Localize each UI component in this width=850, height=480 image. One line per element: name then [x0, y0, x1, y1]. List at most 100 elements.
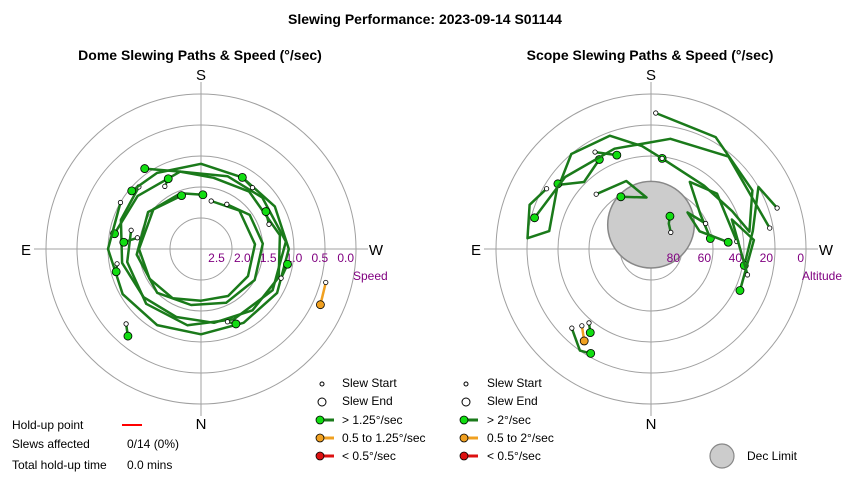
radial-tick-label: 40: [729, 251, 743, 265]
slew-path: [686, 211, 729, 244]
legend-fast-label: > 2°/sec: [487, 413, 531, 427]
slew-start-marker: [668, 229, 674, 235]
slew-start-marker: [123, 321, 129, 327]
slew-start-marker: [703, 220, 709, 227]
dome-dir-left: E: [21, 242, 31, 259]
slews-affected-value: 0/14 (0%): [127, 437, 179, 451]
slew-end-marker: [735, 286, 745, 295]
slew-end-marker: [127, 186, 137, 196]
slew-start-marker: [593, 191, 599, 197]
legend-start-label: Slew Start: [342, 376, 397, 390]
radial-tick-label: 2.0: [234, 251, 251, 265]
slew-end-marker: [586, 349, 596, 358]
slew-end-marker: [316, 300, 325, 310]
slew-start-marker: [266, 221, 272, 227]
dome-grid: [34, 82, 368, 416]
slew-start-marker: [767, 225, 773, 231]
scope-radial-axis-name: Altitude: [802, 269, 842, 283]
scope-dir-bottom: N: [646, 416, 657, 433]
holdup-point-label: Hold-up point: [12, 418, 84, 432]
slew-end-marker: [261, 207, 271, 216]
slew-path: [655, 111, 754, 233]
legend-medium-marker: [459, 433, 469, 443]
radial-tick-label: 0: [797, 251, 804, 265]
slew-end-marker: [111, 267, 121, 277]
total-holdup-label: Total hold-up time: [12, 458, 107, 472]
slew-path: [558, 134, 663, 187]
dome-radial-ticks: 2.5 2.0 1.5 1.0 0.5 0.0: [208, 251, 354, 265]
scope-polar-chart: Scope Slewing Paths & Speed (°/sec) S N …: [471, 47, 842, 433]
legend-end-label: Slew End: [487, 394, 538, 408]
slew-start-marker: [659, 155, 665, 162]
legend-end-label: Slew End: [342, 394, 393, 408]
legend-start-marker: [463, 381, 469, 387]
slew-path: [730, 218, 756, 291]
slew-end-marker: [616, 192, 626, 202]
radial-tick-label: 60: [698, 251, 712, 265]
slew-end-marker: [119, 237, 129, 247]
slew-path: [135, 194, 265, 307]
slew-end-marker: [231, 319, 241, 329]
radial-tick-label: 0.0: [337, 251, 354, 265]
legend-start-marker: [319, 381, 325, 387]
slew-start-marker: [117, 199, 124, 206]
dome-slew-paths: [106, 162, 329, 341]
legend-medium-marker: [315, 433, 325, 443]
slew-path: [113, 170, 288, 327]
slew-start-marker: [569, 325, 575, 331]
legend-slow-marker: [315, 451, 325, 461]
slew-end-marker: [237, 173, 247, 182]
slew-start-marker: [592, 149, 598, 155]
dome-radial-axis-name: Speed: [353, 269, 388, 283]
slew-end-marker: [163, 174, 173, 184]
slew-start-marker: [114, 261, 120, 267]
dome-legend: Slew Start Slew End > 1.25°/sec 0.5 to 1…: [315, 376, 426, 463]
slew-end-marker: [140, 164, 150, 173]
legend-medium-label: 0.5 to 2°/sec: [487, 431, 554, 445]
slew-end-marker: [530, 213, 539, 223]
slew-path: [688, 180, 738, 242]
legend-slow-marker: [459, 451, 469, 461]
slew-start-marker: [128, 227, 134, 233]
slew-start-marker: [744, 272, 751, 278]
slews-affected-label: Slews affected: [12, 437, 90, 451]
slew-start-marker: [134, 235, 140, 241]
legend-fast-label: > 1.25°/sec: [342, 413, 403, 427]
dome-polar-chart: Dome Slewing Paths & Speed (°/sec) S N E…: [21, 47, 388, 433]
slew-end-marker: [585, 328, 595, 337]
slew-start-marker: [774, 205, 780, 211]
dome-dir-top: S: [196, 67, 206, 84]
legend-fast-marker: [459, 415, 469, 425]
radial-tick-label: 0.5: [311, 251, 328, 265]
legend-fast-marker: [315, 415, 325, 425]
legend-medium-label: 0.5 to 1.25°/sec: [342, 431, 426, 445]
legend-start-label: Slew Start: [487, 376, 542, 390]
slew-start-marker: [208, 198, 214, 204]
slew-end-marker: [177, 191, 186, 200]
scope-radial-ticks: 80 60 40 20 0: [667, 251, 805, 265]
slew-path: [743, 185, 779, 266]
slew-end-marker: [612, 150, 622, 160]
dome-chart-title: Dome Slewing Paths & Speed (°/sec): [78, 47, 322, 63]
slew-path: [533, 137, 771, 229]
dome-dir-right: W: [369, 242, 384, 259]
slew-start-marker: [249, 185, 256, 191]
legend-dec-limit-marker: [709, 443, 735, 469]
slew-end-marker: [665, 211, 675, 221]
radial-tick-label: 80: [667, 251, 681, 265]
slew-path: [595, 179, 648, 199]
legend-end-marker: [461, 397, 471, 407]
slew-start-marker: [224, 201, 230, 207]
radial-tick-label: 1.5: [260, 251, 277, 265]
slew-end-marker: [123, 331, 133, 341]
radial-tick-label: 2.5: [208, 251, 225, 265]
slew-start-marker: [543, 186, 550, 192]
legend-dec-limit-label: Dec Limit: [747, 449, 798, 463]
slew-start-marker: [653, 110, 659, 116]
slew-start-marker: [586, 320, 592, 326]
slew-start-marker: [224, 319, 231, 325]
legend-slow-label: < 0.5°/sec: [487, 449, 541, 463]
scope-chart-title: Scope Slewing Paths & Speed (°/sec): [527, 47, 774, 63]
slew-start-marker: [579, 323, 585, 329]
